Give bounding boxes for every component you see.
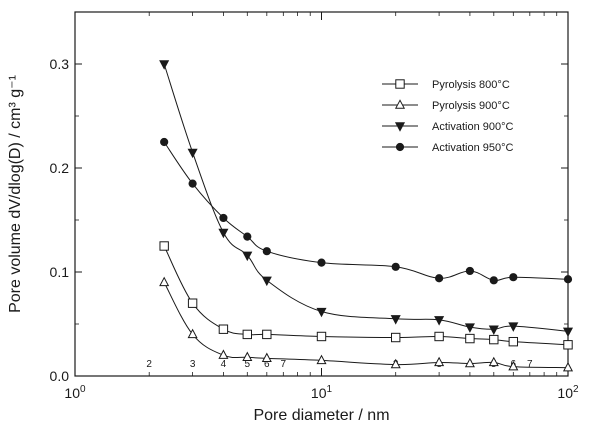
legend-item: Activation 900°C xyxy=(382,121,513,133)
legend-item: Pyrolysis 900°C xyxy=(382,99,510,112)
data-point xyxy=(562,361,574,372)
data-point xyxy=(188,179,197,188)
data-point xyxy=(219,213,228,223)
data-point xyxy=(434,356,445,367)
data-point xyxy=(563,340,573,350)
x-tick-label: 102 xyxy=(557,384,579,401)
legend-marker xyxy=(395,142,405,152)
data-point xyxy=(508,360,519,371)
data-point xyxy=(465,333,475,344)
data-point xyxy=(562,327,574,338)
x-tick-label: 100 xyxy=(64,384,86,401)
data-point xyxy=(242,351,253,361)
data-point xyxy=(218,228,229,239)
data-point xyxy=(508,336,519,347)
data-point xyxy=(160,137,169,147)
data-point xyxy=(390,358,401,369)
data-point xyxy=(261,276,272,287)
x-minor-tick-label: 7 xyxy=(281,359,287,370)
data-point xyxy=(261,352,272,363)
x-minor-tick-label: 5 xyxy=(245,359,251,370)
data-point xyxy=(242,251,253,262)
data-point xyxy=(464,323,475,333)
legend-label: Activation 950°C xyxy=(432,142,513,154)
data-point xyxy=(390,315,401,325)
data-point xyxy=(243,232,252,241)
series-layer xyxy=(159,60,574,372)
legend-label: Activation 900°C xyxy=(432,121,513,133)
x-minor-tick-label: 3 xyxy=(190,359,196,370)
y-axis-ticks: 0.0 0.1 0.2 0.3 xyxy=(50,56,568,384)
data-point xyxy=(159,276,170,287)
x-tick-label: 101 xyxy=(311,384,333,401)
data-point xyxy=(488,356,499,367)
legend-label: Pyrolysis 800°C xyxy=(432,79,510,91)
data-point xyxy=(316,331,327,342)
data-point xyxy=(489,276,498,285)
data-point xyxy=(218,349,229,359)
x-axis-title: Pore diameter / nm xyxy=(253,407,389,424)
y-tick-label: 0.1 xyxy=(50,264,70,280)
legend-marker xyxy=(394,99,406,109)
x-minor-tick-label: 6 xyxy=(264,359,270,370)
data-point xyxy=(488,325,499,335)
data-point xyxy=(435,274,444,283)
legend: Pyrolysis 800°C Pyrolysis 900°C Activation… xyxy=(382,79,513,154)
series-4 xyxy=(160,137,573,285)
data-point xyxy=(242,329,252,340)
data-point xyxy=(391,332,401,343)
y-tick-label: 0.3 xyxy=(50,56,70,72)
data-point xyxy=(509,273,518,282)
series-3 xyxy=(159,60,574,338)
data-point xyxy=(159,241,169,251)
data-point xyxy=(434,331,444,342)
data-point xyxy=(489,334,499,345)
legend-marker xyxy=(394,122,406,132)
data-point xyxy=(317,258,326,267)
data-point xyxy=(218,324,229,334)
plot-area-frame xyxy=(74,11,569,377)
y-tick-label: 0.2 xyxy=(50,160,70,176)
data-point xyxy=(187,298,198,308)
y-tick-label: 0.0 xyxy=(50,368,70,384)
series-1 xyxy=(159,241,573,350)
x-minor-tick-label: 2 xyxy=(146,359,152,370)
data-point xyxy=(159,60,170,70)
x-minor-tick-label: 7 xyxy=(527,359,533,370)
data-point xyxy=(563,275,573,284)
legend-label: Pyrolysis 900°C xyxy=(432,100,510,112)
data-point xyxy=(262,247,271,256)
series-line xyxy=(163,141,569,282)
data-point xyxy=(391,262,400,271)
data-point xyxy=(434,316,445,326)
data-point xyxy=(187,328,198,339)
series-2 xyxy=(159,276,574,372)
x-minor-tick-label: 4 xyxy=(221,359,227,370)
data-point xyxy=(316,307,327,318)
y-axis-title: Pore volume dV/dlog(D) / cm³ g⁻¹ xyxy=(7,75,24,313)
data-point xyxy=(508,322,519,332)
legend-marker xyxy=(395,79,405,89)
legend-item: Activation 950°C xyxy=(382,142,513,154)
data-point xyxy=(465,266,475,276)
data-point xyxy=(187,148,198,159)
data-point xyxy=(316,354,327,365)
data-point xyxy=(262,329,272,340)
legend-item: Pyrolysis 800°C xyxy=(382,79,510,91)
x-axis-ticks: 100101102234567234567 xyxy=(64,12,579,401)
data-point xyxy=(464,357,475,368)
